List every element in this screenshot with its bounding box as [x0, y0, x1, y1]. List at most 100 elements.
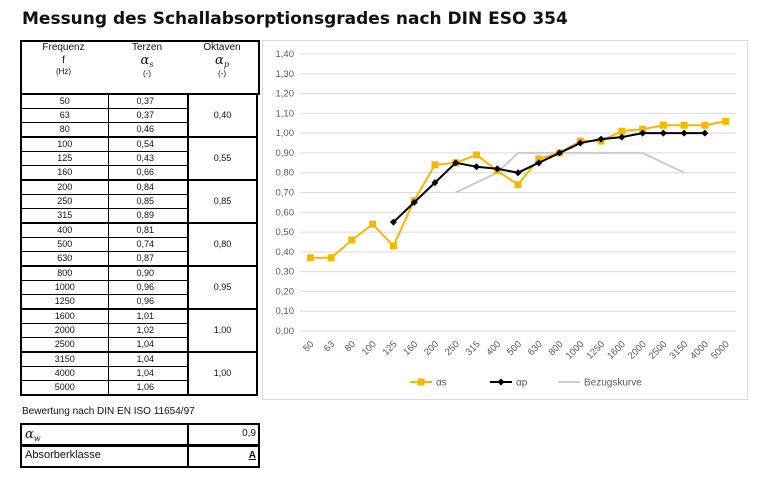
- freq-cell: 125: [20, 151, 109, 166]
- data-point-alpha-p: [514, 169, 522, 177]
- terz-value-cell: 0,90: [107, 265, 189, 281]
- y-tick-label: 1,00: [276, 128, 295, 139]
- data-point-alpha-p: [472, 163, 480, 171]
- terz-value-cell: 0,96: [107, 280, 189, 295]
- terz-value-cell: 0,37: [107, 93, 189, 109]
- table-row: 80 0,46: [20, 122, 257, 138]
- freq-cell: 80: [20, 122, 109, 138]
- table-row: 1600 1,01 1,00: [20, 308, 258, 353]
- terz-value-cell: 0,54: [107, 136, 189, 152]
- absorption-chart: 0,00 0,10 0,20 0,30 0,40 0,50 0,60 0,70 0,80 0,90…: [262, 40, 748, 400]
- table-row: 4000 1,04: [20, 366, 257, 381]
- table-row: 5000 1,06: [20, 380, 257, 396]
- y-tick-label: 1,20: [276, 89, 295, 100]
- terz-value-cell: 1,06: [107, 380, 189, 396]
- data-point-alpha-p: [493, 165, 501, 173]
- freq-cell: 315: [20, 208, 109, 224]
- table-row: 50 0,37 0,40: [20, 93, 258, 138]
- y-tick-label: 0,00: [276, 326, 295, 337]
- terz-value-cell: 0,85: [107, 194, 189, 209]
- data-point-alpha-p: [701, 129, 709, 137]
- freq-cell: 2500: [20, 337, 109, 353]
- table-row: 100 0,54 0,55: [20, 136, 258, 181]
- header-oktaven: Oktaven αp (-): [203, 42, 241, 78]
- freq-cell: 1250: [20, 294, 109, 310]
- table-row: 125 0,43: [20, 151, 257, 166]
- data-point-alpha-p: [659, 129, 667, 137]
- data-point-alpha-s: [369, 220, 377, 228]
- data-point-alpha-p: [556, 149, 564, 157]
- table-row: 1000 0,96: [20, 280, 257, 295]
- table-row: 500 0,74: [20, 237, 257, 252]
- alpha-w-value: 0,9: [242, 428, 256, 439]
- freq-cell: 5000: [20, 380, 109, 396]
- y-tick-label: 0,50: [276, 227, 295, 238]
- freq-cell: 400: [20, 222, 109, 238]
- freq-cell: 630: [20, 251, 109, 267]
- y-tick-label: 0,20: [276, 286, 295, 297]
- data-point-alpha-p: [618, 133, 626, 141]
- data-point-alpha-s: [618, 127, 626, 135]
- header-frequenz: Frequenz f (Hz): [42, 42, 85, 76]
- series-line-alpha-p: [392, 132, 705, 223]
- series-line-bezugskurve: [455, 151, 685, 194]
- terz-value-cell: 1,04: [107, 366, 189, 381]
- y-tick-label: 1,40: [276, 49, 295, 60]
- data-point-alpha-s: [535, 155, 543, 163]
- data-point-alpha-p: [535, 159, 543, 167]
- table-row: 800 0,90 0,95: [20, 265, 258, 310]
- terz-value-cell: 1,04: [107, 337, 189, 353]
- table-row: 400 0,81 0,80: [20, 222, 258, 267]
- octave-value-cell: 0,55: [187, 136, 258, 181]
- terz-value-cell: 0,43: [107, 151, 189, 166]
- data-point-alpha-p: [431, 179, 439, 187]
- y-tick-label: 0,40: [276, 247, 295, 258]
- header-terzen: Terzen αs (-): [131, 42, 162, 78]
- terz-value-cell: 0,89: [107, 208, 189, 224]
- data-point-alpha-s: [327, 254, 335, 262]
- freq-cell: 2000: [20, 323, 109, 338]
- freq-cell: 3150: [20, 351, 109, 367]
- terz-value-cell: 0,84: [107, 179, 189, 195]
- absorption-table: 50 0,37 0,40 63 0,37 80 0,46 100 0,54 0,55 125 0,43…: [20, 93, 258, 396]
- y-tick-label: 0,70: [276, 188, 295, 199]
- data-point-alpha-p: [597, 135, 605, 143]
- freq-cell: 200: [20, 179, 109, 195]
- freq-cell: 800: [20, 265, 109, 281]
- y-tick-label: 1,10: [276, 108, 295, 119]
- freq-cell: 100: [20, 136, 109, 152]
- table-row: 2000 1,02: [20, 323, 257, 338]
- freq-cell: 500: [20, 237, 109, 252]
- octave-value-cell: 1,00: [187, 351, 258, 396]
- page-title: Messung des Schallabsorptionsgrades nach…: [22, 9, 568, 29]
- y-tick-label: 0,60: [276, 207, 295, 218]
- table-row: 2500 1,04: [20, 337, 257, 353]
- legend-label: Bezugskurve: [584, 378, 642, 389]
- freq-cell: 250: [20, 194, 109, 209]
- data-point-alpha-p: [452, 159, 460, 167]
- legend-label: αp: [516, 378, 528, 389]
- octave-value-cell: 1,00: [187, 308, 258, 353]
- data-point-alpha-p: [680, 129, 688, 137]
- terz-value-cell: 0,74: [107, 237, 189, 252]
- data-point-alpha-s: [389, 242, 397, 250]
- y-tick-label: 0,10: [276, 306, 295, 317]
- data-point-alpha-s: [306, 254, 314, 262]
- y-tick-label: 0,80: [276, 168, 295, 179]
- data-point-alpha-s: [472, 151, 480, 159]
- freq-cell: 1000: [20, 280, 109, 295]
- octave-value-cell: 0,95: [187, 265, 258, 310]
- table-row: 160 0,66: [20, 165, 257, 181]
- data-point-alpha-s: [722, 117, 730, 125]
- alpha-w-symbol: α: [25, 427, 34, 442]
- terz-value-cell: 0,87: [107, 251, 189, 267]
- data-point-alpha-p: [389, 218, 397, 226]
- terz-value-cell: 1,01: [107, 308, 189, 324]
- data-point-alpha-s: [659, 121, 667, 129]
- data-point-alpha-s: [348, 236, 356, 244]
- data-point-alpha-s: [514, 181, 522, 189]
- data-point-alpha-p: [410, 198, 418, 206]
- octave-value-cell: 0,80: [187, 222, 258, 267]
- y-tick-label: 1,30: [276, 69, 295, 80]
- freq-cell: 4000: [20, 366, 109, 381]
